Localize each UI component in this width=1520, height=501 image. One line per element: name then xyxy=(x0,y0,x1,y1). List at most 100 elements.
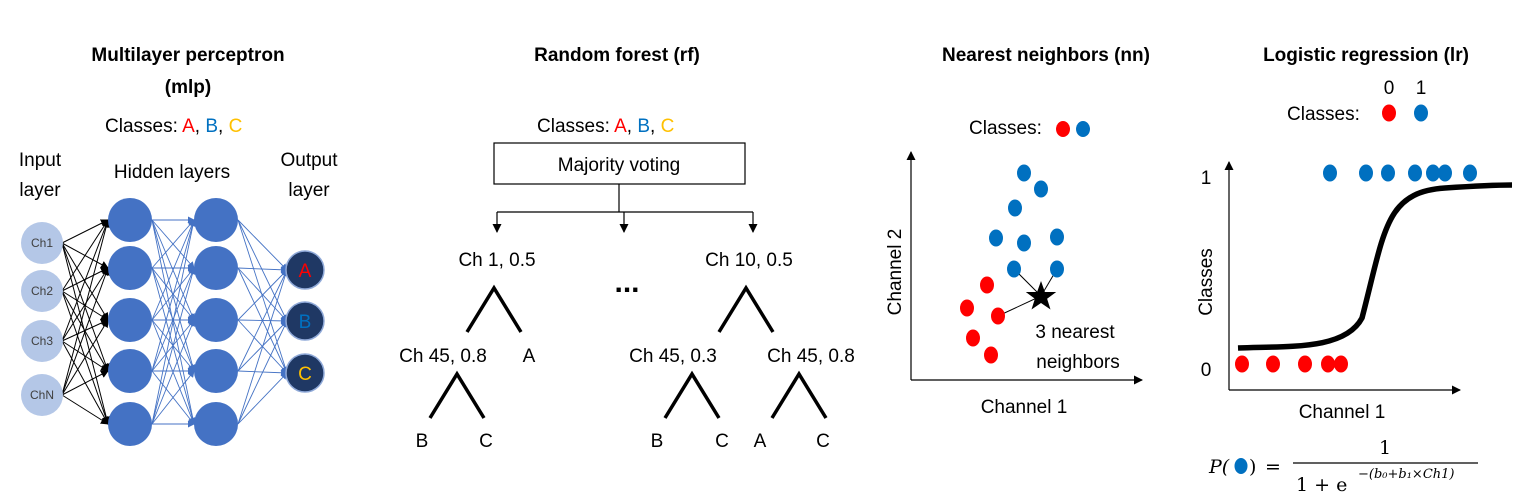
nn-points xyxy=(960,164,1064,364)
lr-point xyxy=(1438,164,1452,182)
mlp-edge xyxy=(151,267,196,425)
lr-ytick-1: 1 xyxy=(1201,168,1212,189)
mlp-panel: Multilayer perceptron (mlp) Classes: A, … xyxy=(19,45,338,446)
mlp-edge xyxy=(237,372,288,425)
formula-denominator: 1 + e xyxy=(1296,474,1347,496)
mlp-edge xyxy=(61,290,109,321)
nn-annotation-line1: 3 nearest xyxy=(1035,322,1115,343)
voting-arrows xyxy=(492,184,758,233)
lr-class-0-label: 0 xyxy=(1384,78,1395,99)
mlp-edge xyxy=(237,219,288,322)
mlp-nodes: Ch1 Ch2 Ch3 ChN A B C xyxy=(21,198,325,446)
mlp-edge xyxy=(151,219,195,321)
tree1-left-node: Ch 45, 0.8 xyxy=(399,346,487,367)
lr-point xyxy=(1408,164,1422,182)
rf-title: Random forest (rf) xyxy=(534,45,700,66)
nn-axes xyxy=(906,151,1143,385)
mlp-edge xyxy=(151,267,195,372)
input-node-label: ChN xyxy=(30,388,54,402)
output-node-label: A xyxy=(299,261,312,282)
lr-ytick-0: 0 xyxy=(1201,360,1212,381)
tree1-leaf-b: B xyxy=(416,431,429,452)
formula-blue-dot xyxy=(1234,458,1248,474)
nn-point xyxy=(966,329,980,347)
majority-voting-box xyxy=(493,142,746,185)
lr-sigmoid-curve xyxy=(1237,182,1513,351)
rf-ellipsis: ... xyxy=(614,266,639,299)
input-node xyxy=(21,222,63,264)
tree2-leaf-a: A xyxy=(754,431,767,452)
lr-point xyxy=(1381,164,1395,182)
output-layer-label-2: layer xyxy=(288,180,330,201)
mlp-edge xyxy=(237,219,288,271)
input-node-label: Ch1 xyxy=(31,236,53,250)
mlp-edge xyxy=(61,267,109,342)
nn-point xyxy=(1034,180,1048,198)
formula-close: ) xyxy=(1249,456,1256,478)
mlp-edge xyxy=(151,219,195,269)
nn-point xyxy=(1017,234,1031,252)
mlp-classes-legend: Classes: A, B, C xyxy=(105,116,242,137)
formula-exponent: −(b₀+b₁×Ch1) xyxy=(1358,467,1454,482)
mlp-edge xyxy=(61,242,111,425)
nn-class-red-dot xyxy=(1056,121,1070,137)
mlp-edge xyxy=(61,394,109,425)
nn-point xyxy=(1050,228,1064,246)
hidden-node xyxy=(108,402,152,446)
lr-points xyxy=(1235,164,1477,373)
input-layer-label-2: layer xyxy=(19,180,61,201)
mlp-classes-label: Classes: xyxy=(105,116,182,137)
mlp-edge xyxy=(237,269,288,321)
output-layer-label-1: Output xyxy=(280,150,338,171)
lr-point xyxy=(1266,355,1280,373)
mlp-edge xyxy=(61,219,109,292)
lr-point xyxy=(1426,164,1440,182)
rf-class-a: A xyxy=(614,116,627,137)
nn-point xyxy=(980,276,994,294)
rf-classes-legend: Classes: A, B, C xyxy=(537,116,674,137)
hidden-node xyxy=(108,298,152,342)
nn-ylabel: Channel 2 xyxy=(885,229,906,316)
majority-voting-label: Majority voting xyxy=(558,155,681,176)
mlp-edge xyxy=(151,319,195,425)
nn-point xyxy=(1008,199,1022,217)
lr-point xyxy=(1298,355,1312,373)
mlp-edge xyxy=(237,320,288,425)
input-node xyxy=(21,374,63,416)
rf-class-c: C xyxy=(661,116,675,137)
hidden-node xyxy=(108,198,152,242)
mlp-edge xyxy=(61,219,111,396)
tree1-branches xyxy=(428,284,523,419)
nn-annotation-line2: neighbors xyxy=(1036,352,1119,373)
tree1-leaf-c: C xyxy=(479,431,493,452)
input-node xyxy=(21,270,63,312)
hidden-node xyxy=(108,349,152,393)
output-node xyxy=(285,353,325,393)
nn-class-blue-dot xyxy=(1076,121,1090,137)
output-node-label: B xyxy=(299,312,312,333)
mlp-title-line1: Multilayer perceptron xyxy=(91,45,284,66)
lr-point xyxy=(1359,164,1373,182)
hidden-node xyxy=(194,349,238,393)
formula-p: P( xyxy=(1208,456,1230,478)
mlp-edge xyxy=(61,319,109,396)
lr-classes-label: Classes: xyxy=(1287,104,1360,125)
mlp-edge xyxy=(151,219,196,372)
hidden-layers-label: Hidden layers xyxy=(114,162,230,183)
mlp-edge xyxy=(61,340,109,372)
output-node xyxy=(285,301,325,341)
lr-axes xyxy=(1224,161,1461,395)
mlp-class-c: C xyxy=(229,116,243,137)
mlp-edge xyxy=(237,266,288,274)
mlp-edge xyxy=(61,219,109,244)
nn-point xyxy=(1017,164,1031,182)
nn-point xyxy=(1050,260,1064,278)
lr-ylabel: Classes xyxy=(1196,248,1217,316)
lr-point xyxy=(1463,164,1477,182)
lr-formula: P( ) = 1 1 + e −(b₀+b₁×Ch1) xyxy=(1208,437,1478,496)
nn-point xyxy=(991,307,1005,325)
nn-xlabel: Channel 1 xyxy=(981,397,1068,418)
hidden-node xyxy=(194,298,238,342)
hidden-node xyxy=(108,246,152,290)
